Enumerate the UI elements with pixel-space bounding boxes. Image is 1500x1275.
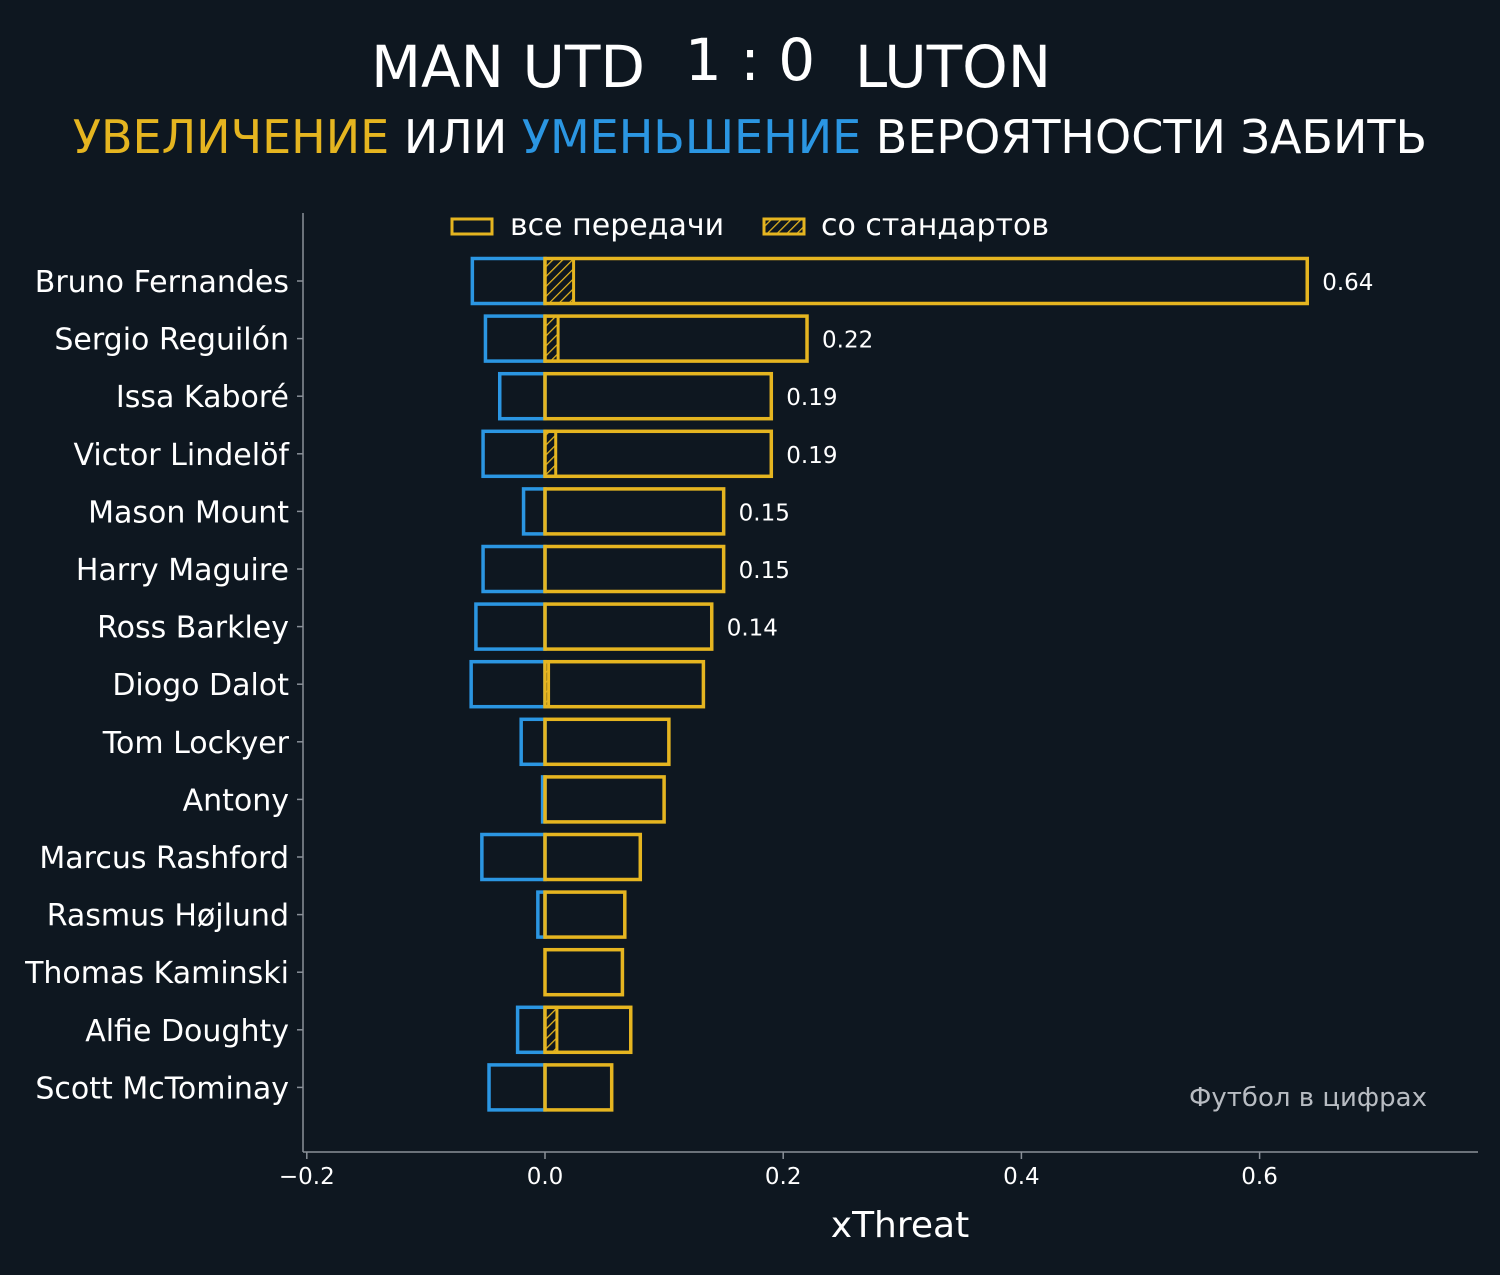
bar-negative: [483, 314, 547, 363]
bar-positive: [543, 832, 643, 882]
bar-positive: [543, 314, 809, 363]
player-name-label: Thomas Kaminski: [24, 956, 289, 991]
bar-negative: [481, 429, 547, 479]
player-name-label: Harry Maguire: [76, 553, 289, 588]
player-name-label: Issa Kaboré: [116, 380, 289, 415]
bar-negative: [474, 602, 547, 651]
bar-negative: [497, 371, 547, 421]
x-tick-label: 0.2: [765, 1164, 802, 1190]
bar-positive: [543, 429, 774, 479]
player-name-label: Tom Lockyer: [102, 726, 290, 761]
player-name-label: Bruno Fernandes: [35, 265, 289, 300]
bar-positive: [543, 256, 1309, 306]
value-label: 0.64: [1322, 270, 1373, 296]
bar-set-pieces: [543, 1005, 559, 1054]
bar-positive: [543, 487, 726, 536]
player-name-label: Rasmus Højlund: [47, 899, 289, 934]
away-team-title: LUTON: [855, 33, 1051, 101]
value-label: 0.22: [822, 328, 873, 354]
subtitle-or: ИЛИ: [404, 110, 522, 164]
labels-layer: Bruno Fernandes 0.64 Sergio Reguilón 0.22 Is…: [24, 265, 1373, 1106]
player-name-label: Diogo Dalot: [112, 668, 289, 703]
legend-label-set-pieces: со стандартов: [821, 208, 1049, 243]
player-name-label: Mason Mount: [88, 495, 289, 530]
bar-set-pieces: [543, 314, 560, 363]
player-name-label: Victor Lindelöf: [74, 438, 291, 473]
subtitle: УВЕЛИЧЕНИЕ ИЛИ УМЕНЬШЕНИЕ ВЕРОЯТНОСТИ ЗА…: [73, 110, 1427, 164]
player-name-label: Ross Barkley: [97, 611, 289, 646]
value-label: 0.19: [786, 385, 837, 411]
player-name-label: Marcus Rashford: [39, 841, 289, 876]
bar-negative: [487, 1063, 547, 1112]
bar-negative: [521, 487, 547, 536]
bar-positive: [543, 544, 726, 594]
watermark: Футбол в цифрах: [1189, 1083, 1427, 1113]
value-label: 0.14: [727, 616, 778, 642]
bar-negative: [469, 659, 547, 709]
subtitle-decrease: УМЕНЬШЕНИЕ: [522, 110, 861, 164]
player-name-label: Scott McTominay: [35, 1071, 289, 1106]
bar-negative: [519, 717, 547, 767]
bar-negative: [515, 1005, 547, 1055]
bar-positive: [543, 659, 706, 709]
bar-positive: [543, 1005, 633, 1055]
ticks-layer: −0.2 0.0 0.2 0.4 0.6: [279, 280, 1278, 1190]
player-name-label: Sergio Reguilón: [54, 323, 289, 358]
score-title: 1 : 0: [685, 26, 815, 94]
player-name-label: Alfie Doughty: [85, 1014, 289, 1049]
subtitle-rest: ВЕРОЯТНОСТИ ЗАБИТЬ: [876, 110, 1427, 164]
bars-layer: [469, 256, 1309, 1112]
x-tick-label: 0.6: [1241, 1164, 1278, 1190]
x-tick-label: 0.0: [527, 1164, 564, 1190]
value-label: 0.15: [739, 558, 790, 584]
home-team-title: MAN UTD: [371, 33, 645, 101]
player-name-label: Antony: [183, 783, 289, 818]
legend-swatch-all-passes: [450, 217, 494, 236]
bar-set-pieces: [543, 257, 576, 305]
bar-positive: [543, 890, 627, 939]
legend-swatch-set-pieces: [762, 217, 806, 236]
legend-label-all-passes: все передачи: [510, 208, 724, 243]
value-label: 0.15: [739, 500, 790, 526]
bar-positive: [543, 947, 625, 997]
value-label: 0.19: [786, 443, 837, 469]
x-tick-label: 0.4: [1003, 1164, 1040, 1190]
bar-positive: [543, 602, 714, 651]
bar-negative: [480, 832, 547, 882]
bar-negative: [481, 544, 547, 594]
bar-positive: [543, 717, 671, 767]
x-axis-title: xThreat: [831, 1205, 969, 1246]
bar-positive: [543, 775, 666, 824]
bar-negative: [470, 256, 547, 306]
bar-positive: [543, 1063, 614, 1112]
bar-positive: [543, 371, 774, 421]
x-tick-label: −0.2: [279, 1164, 335, 1190]
subtitle-increase: УВЕЛИЧЕНИЕ: [73, 110, 389, 164]
